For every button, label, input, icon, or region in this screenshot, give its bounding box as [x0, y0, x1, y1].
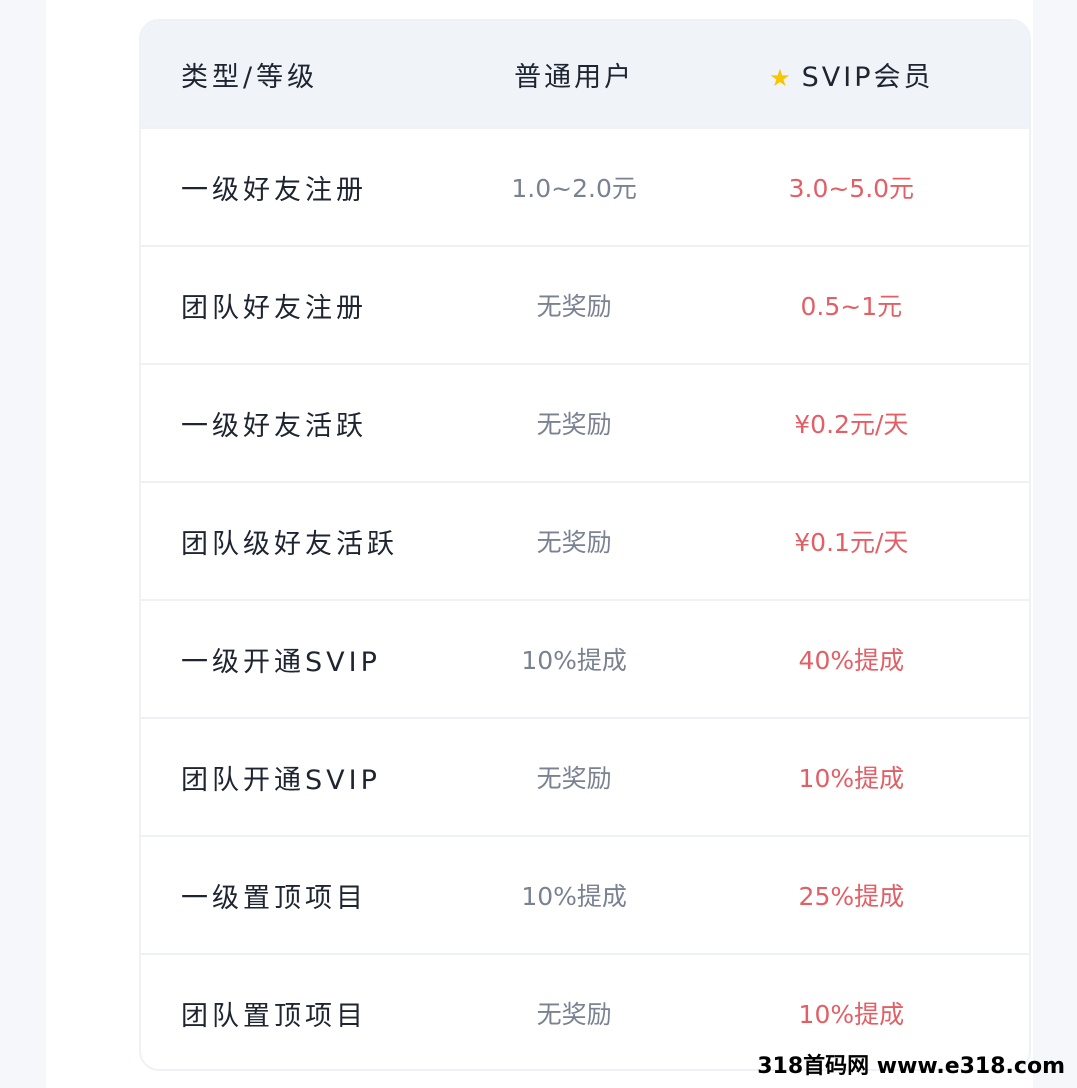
table-row: 团队好友注册 无奖励 0.5~1元 [141, 245, 1029, 363]
table-row: 一级好友注册 1.0~2.0元 3.0~5.0元 [141, 127, 1029, 245]
row-normal-value: 无奖励 [536, 528, 612, 557]
row-normal-value: 无奖励 [536, 410, 612, 439]
table-header: 类型/等级 普通用户 ★ SVIP会员 [141, 21, 1029, 127]
reward-table: 类型/等级 普通用户 ★ SVIP会员 一级好友注册 1.0~2.0元 3.0~5.0… [139, 19, 1031, 1071]
table-row: 团队置顶项目 无奖励 10%提成 [141, 953, 1029, 1069]
row-svip-value: 0.5~1元 [800, 292, 903, 321]
table-row: 团队开通SVIP 无奖励 10%提成 [141, 717, 1029, 835]
watermark: 318首码网 www.e318.com [757, 1054, 1065, 1079]
row-svip-value: 25%提成 [798, 882, 905, 911]
row-svip-value: 10%提成 [798, 764, 905, 793]
table-row: 一级好友活跃 无奖励 ¥0.2元/天 [141, 363, 1029, 481]
row-normal-value: 10%提成 [521, 646, 627, 675]
row-svip-value: 10%提成 [798, 1000, 905, 1029]
row-type: 一级好友注册 [181, 174, 367, 206]
row-normal-value: 1.0~2.0元 [511, 174, 637, 203]
row-type: 团队级好友活跃 [181, 528, 398, 560]
row-type: 一级开通SVIP [181, 646, 381, 678]
row-svip-value: ¥0.2元/天 [794, 410, 909, 439]
header-svip-label: SVIP会员 [801, 61, 934, 93]
star-icon: ★ [769, 63, 794, 92]
row-svip-value: 40%提成 [798, 646, 905, 675]
content-panel: 类型/等级 普通用户 ★ SVIP会员 一级好友注册 1.0~2.0元 3.0~5.0… [46, 0, 1033, 1088]
header-normal-user: 普通用户 [514, 61, 635, 93]
row-normal-value: 10%提成 [521, 882, 627, 911]
row-type: 团队置顶项目 [181, 1000, 367, 1032]
header-type: 类型/等级 [181, 61, 319, 93]
row-type: 团队好友注册 [181, 292, 367, 324]
row-normal-value: 无奖励 [536, 764, 612, 793]
row-type: 一级好友活跃 [181, 410, 367, 442]
table-row: 团队级好友活跃 无奖励 ¥0.1元/天 [141, 481, 1029, 599]
row-type: 一级置顶项目 [181, 882, 367, 914]
row-normal-value: 无奖励 [536, 292, 612, 321]
table-row: 一级开通SVIP 10%提成 40%提成 [141, 599, 1029, 717]
row-svip-value: ¥0.1元/天 [794, 528, 909, 557]
row-type: 团队开通SVIP [181, 764, 381, 796]
row-svip-value: 3.0~5.0元 [788, 174, 915, 203]
header-svip: ★ SVIP会员 [674, 55, 1029, 94]
table-row: 一级置顶项目 10%提成 25%提成 [141, 835, 1029, 953]
row-normal-value: 无奖励 [536, 1000, 612, 1029]
